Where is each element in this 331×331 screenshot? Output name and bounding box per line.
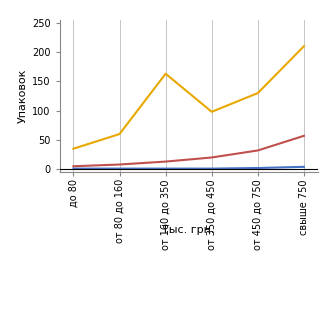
Text: Тыс. грн.: Тыс. грн. (163, 225, 215, 235)
Y-axis label: Упаковок: Упаковок (18, 69, 28, 123)
